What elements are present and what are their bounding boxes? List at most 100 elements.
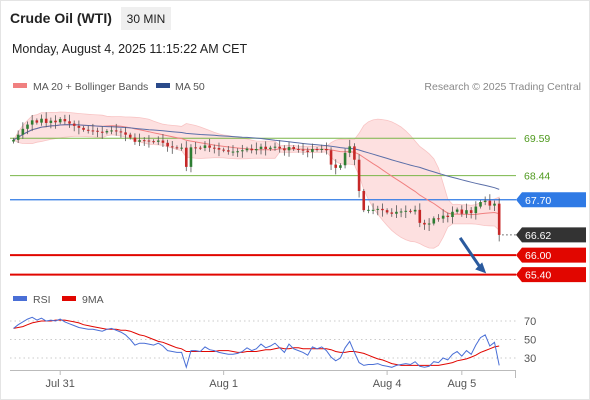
- candle-body: [199, 147, 202, 149]
- candle-body: [44, 118, 48, 123]
- projection-arrow-shaft: [458, 237, 482, 269]
- candle-body: [161, 140, 165, 143]
- legend-label-ma50: MA 50: [175, 81, 205, 93]
- candle-body: [460, 209, 464, 214]
- candle-body: [96, 130, 99, 132]
- candle-body: [147, 140, 151, 142]
- level-label-2: 67.70: [525, 195, 551, 207]
- candle-body: [105, 131, 109, 133]
- candle-body: [334, 164, 338, 168]
- candle-body: [385, 210, 389, 213]
- candle-body: [437, 218, 440, 220]
- candle-body: [58, 119, 62, 123]
- candle-body: [250, 148, 253, 151]
- x-tick-label-2: Aug 4: [373, 378, 402, 390]
- candle-body: [395, 211, 398, 214]
- candle-body: [203, 145, 207, 149]
- candle-body: [110, 130, 113, 132]
- candle-body: [194, 147, 197, 149]
- legend-label-9ma: 9MA: [82, 294, 104, 306]
- candle-body: [245, 148, 249, 151]
- candle-body: [432, 218, 436, 224]
- level-tag-4: [516, 247, 586, 263]
- chart-title: Crude Oil (WTI): [10, 10, 112, 26]
- candle-body: [357, 159, 361, 191]
- level-label-3: 66.62: [525, 230, 551, 242]
- candle-body: [255, 148, 258, 151]
- candle-body: [427, 223, 431, 225]
- candle-body: [170, 146, 174, 148]
- candle-body: [306, 150, 310, 152]
- candle-body: [49, 120, 53, 123]
- credit-text: Research © 2025 Trading Central: [424, 81, 581, 93]
- rsi-line: [13, 316, 500, 370]
- candle-body: [152, 141, 155, 143]
- candle-body: [455, 209, 459, 212]
- x-tick-label-0: Jul 31: [46, 378, 75, 390]
- candle-body: [68, 121, 71, 124]
- candle-body: [12, 139, 15, 142]
- candle-body: [184, 147, 188, 167]
- candle-body: [231, 151, 235, 153]
- legend-label-rsi: RSI: [33, 294, 51, 306]
- legend-swatch-9ma: [62, 296, 76, 301]
- candle-body: [189, 147, 193, 167]
- candle-body: [142, 140, 146, 142]
- candle-body: [409, 210, 412, 212]
- candle-body: [138, 140, 141, 142]
- candle-body: [128, 134, 132, 138]
- candle-body: [339, 165, 342, 168]
- timeframe-badge[interactable]: [121, 7, 171, 30]
- level-label-1: 68.44: [524, 171, 550, 183]
- candle-body: [404, 210, 408, 212]
- level-label-4: 66.00: [525, 250, 551, 262]
- candle-body: [353, 146, 356, 160]
- candle-body: [63, 119, 67, 122]
- x-axis: Jul 31 Aug 1 Aug 4 Aug 5: [46, 370, 476, 390]
- candle-body: [217, 148, 221, 150]
- candle-body: [283, 148, 286, 151]
- candle-body: [259, 146, 263, 149]
- candle-body: [311, 148, 314, 152]
- candle-body: [119, 131, 123, 133]
- candle-body: [376, 208, 380, 210]
- rsi-level-label-30: 30: [524, 353, 536, 365]
- candle-body: [40, 118, 43, 123]
- candle-body: [133, 137, 137, 142]
- candle-body: [227, 150, 230, 152]
- candle-body: [213, 147, 216, 149]
- rsi-panel: 70 50 30: [10, 316, 536, 370]
- candle-body: [367, 209, 370, 211]
- candle-body: [399, 211, 403, 213]
- candle-body: [16, 134, 20, 140]
- candle-body: [371, 209, 375, 211]
- candle-body: [208, 145, 211, 148]
- candles: [12, 112, 501, 242]
- candle-body: [362, 190, 366, 211]
- candle-body: [222, 149, 225, 151]
- level-tag-2: [516, 192, 586, 208]
- projection-arrow: [458, 237, 487, 274]
- candle-body: [82, 127, 85, 130]
- ma50-line: [13, 124, 500, 190]
- x-tick-label-1: Aug 1: [209, 378, 238, 390]
- candle-body: [54, 120, 57, 123]
- candle-body: [264, 146, 267, 149]
- candle-body: [114, 130, 118, 132]
- candle-body: [413, 209, 417, 212]
- candle-body: [86, 129, 90, 131]
- candle-body: [287, 147, 291, 151]
- candle-body: [483, 200, 487, 203]
- level-label-0: 69.59: [524, 133, 550, 145]
- candle-body: [292, 147, 295, 149]
- rsi-level-label-70: 70: [524, 316, 536, 328]
- candle-body: [301, 149, 305, 151]
- candle-body: [343, 152, 347, 166]
- rsi-level-label-50: 50: [524, 335, 536, 347]
- candle-body: [21, 128, 25, 135]
- candle-body: [269, 147, 272, 149]
- candle-body: [30, 120, 34, 125]
- candle-body: [441, 215, 445, 219]
- candle-body: [418, 209, 422, 223]
